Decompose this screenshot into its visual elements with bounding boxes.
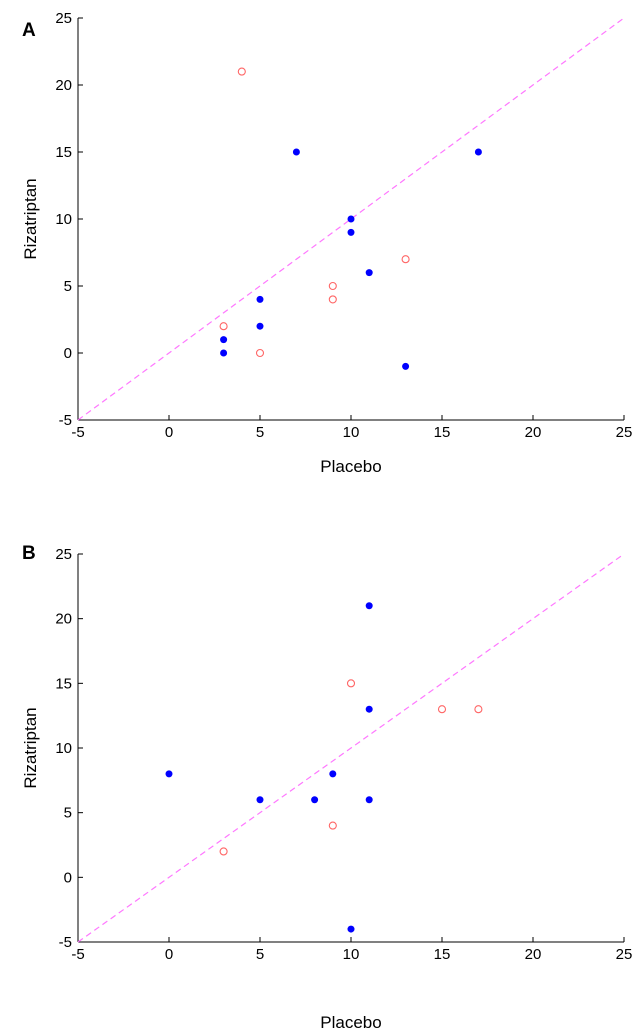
- x-tick-label: 10: [343, 946, 360, 963]
- data-point-filled: [311, 796, 319, 804]
- data-point-open: [219, 322, 228, 331]
- data-point-filled: [347, 925, 355, 933]
- y-tick-label: 0: [64, 345, 72, 362]
- x-tick-label: 20: [525, 946, 542, 963]
- y-tick-label: -5: [59, 412, 72, 429]
- y-tick-label: 10: [55, 740, 72, 757]
- x-tick-label: -5: [71, 424, 84, 441]
- x-tick-label: 15: [434, 946, 451, 963]
- x-tick-label: -5: [71, 946, 84, 963]
- data-point-open: [346, 679, 356, 688]
- y-tick-label: -5: [59, 934, 72, 951]
- x-tick-label: 15: [434, 424, 451, 441]
- y-tick-label: 5: [64, 278, 72, 295]
- chart-panel-a: A -5 0 5 10 15 20 25 -5 0 5 10 15 20 25 Placebo Rizatrip…: [21, 10, 632, 476]
- data-point-filled: [365, 269, 373, 277]
- y-tick-label: 5: [64, 805, 72, 822]
- data-point-open: [437, 705, 447, 714]
- data-point-open: [219, 847, 228, 856]
- data-point-filled: [474, 148, 482, 156]
- reference-line: [77, 553, 625, 943]
- x-tick-label: 0: [165, 424, 173, 441]
- x-axis-label: Placebo: [320, 457, 381, 476]
- x-tick-label: 20: [525, 424, 542, 441]
- data-point-filled: [256, 796, 264, 804]
- y-axis-label: Rizatriptan: [21, 178, 40, 259]
- data-point-filled: [347, 228, 355, 236]
- y-tick-label: 0: [64, 869, 72, 886]
- data-point-filled: [402, 362, 410, 370]
- x-tick-label: 25: [616, 946, 633, 963]
- x-tick-label: 25: [616, 424, 633, 441]
- data-point-filled: [220, 349, 228, 357]
- data-point-open: [328, 821, 337, 830]
- data-point-open: [474, 705, 483, 714]
- x-tick-label: 0: [165, 946, 173, 963]
- data-point-filled: [256, 295, 264, 303]
- data-point-open: [255, 348, 265, 358]
- data-point-filled: [365, 602, 373, 610]
- x-tick-label: 5: [256, 946, 264, 963]
- y-tick-label: 10: [55, 211, 72, 228]
- data-point-filled: [256, 322, 264, 330]
- data-point-filled: [292, 148, 300, 156]
- x-tick-label: 5: [256, 424, 264, 441]
- y-tick-label: 20: [55, 611, 72, 628]
- panel-letter: A: [22, 20, 36, 41]
- y-tick-label: 15: [55, 144, 72, 161]
- data-point-filled: [165, 770, 173, 778]
- chart-panel-b: B -5 0 5 10 15 20 25 -5 0 5 10 15 20 25 Placebo Rizatrip…: [21, 543, 632, 1032]
- x-tick-label: 10: [343, 424, 360, 441]
- data-point-filled: [365, 705, 373, 713]
- data-point-filled: [220, 336, 228, 344]
- data-point-open: [401, 255, 410, 264]
- y-tick-label: 20: [55, 77, 72, 94]
- data-point-open: [328, 281, 337, 291]
- data-point-open: [328, 295, 337, 304]
- data-point-filled: [329, 770, 337, 778]
- data-point-open: [237, 67, 246, 76]
- y-tick-label: 25: [55, 546, 72, 563]
- data-point-filled: [365, 796, 373, 804]
- x-axis-label: Placebo: [320, 1013, 381, 1032]
- y-tick-label: 25: [55, 10, 72, 27]
- y-tick-label: 15: [55, 675, 72, 692]
- y-axis-label: Rizatriptan: [21, 707, 40, 788]
- data-point-filled: [347, 215, 355, 223]
- reference-line: [77, 17, 625, 421]
- panel-letter: B: [22, 543, 36, 564]
